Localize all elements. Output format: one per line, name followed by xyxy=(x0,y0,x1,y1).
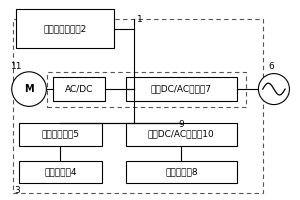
Text: 3: 3 xyxy=(14,186,20,195)
Bar xyxy=(126,77,237,101)
Text: 第二DC/AC逆变器10: 第二DC/AC逆变器10 xyxy=(148,130,215,139)
Bar xyxy=(53,77,105,101)
Bar xyxy=(126,123,237,146)
Bar xyxy=(19,123,102,146)
Text: 1: 1 xyxy=(137,15,142,24)
Ellipse shape xyxy=(258,74,290,105)
Text: AC/DC: AC/DC xyxy=(65,85,93,94)
Text: 9: 9 xyxy=(178,120,184,129)
Text: 6: 6 xyxy=(268,62,274,71)
Bar xyxy=(126,161,237,183)
Text: 第一DC/AC逆变器7: 第一DC/AC逆变器7 xyxy=(151,85,212,94)
Bar xyxy=(13,19,263,193)
Bar xyxy=(19,161,102,183)
Text: 11: 11 xyxy=(11,62,23,71)
Text: 太阳能发电装置2: 太阳能发电装置2 xyxy=(43,24,86,33)
Bar xyxy=(47,72,246,107)
Text: 直流用电器4: 直流用电器4 xyxy=(44,167,77,176)
Text: 交流用电器8: 交流用电器8 xyxy=(165,167,198,176)
Ellipse shape xyxy=(12,72,46,106)
Text: 直流变压装置5: 直流变压装置5 xyxy=(41,130,80,139)
Text: M: M xyxy=(24,84,34,94)
Bar xyxy=(16,9,114,48)
